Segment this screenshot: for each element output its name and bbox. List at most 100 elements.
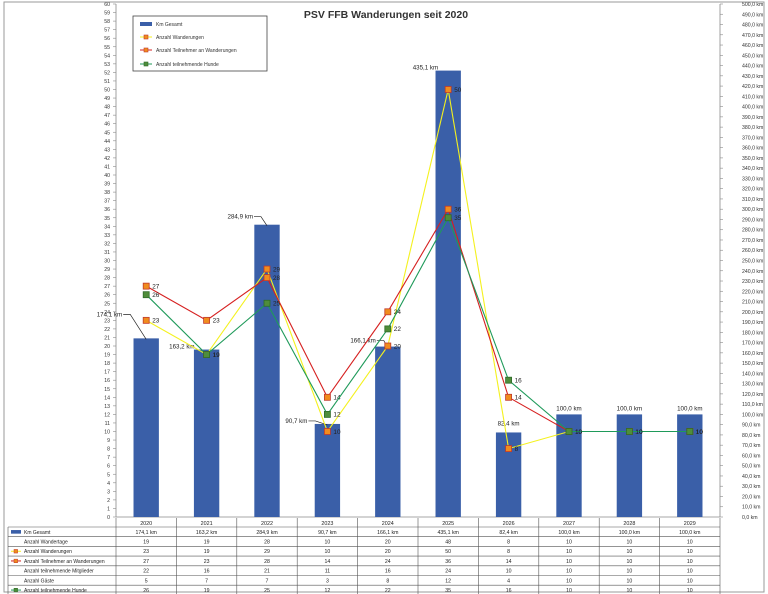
table-cell: 22 — [143, 569, 149, 575]
left-axis-tick-label: 9 — [107, 438, 110, 444]
right-axis-tick-label: 110,0 km — [742, 402, 763, 408]
left-axis-tick-label: 36 — [104, 207, 110, 213]
series-point-label: 14 — [333, 395, 341, 402]
series-point-label: 27 — [152, 283, 160, 290]
left-axis-tick-label: 20 — [104, 344, 110, 350]
table-cell: 27 — [143, 559, 149, 565]
table-cell: 3 — [326, 578, 329, 584]
left-axis-tick-label: 38 — [104, 190, 110, 196]
left-axis-tick-label: 44 — [104, 139, 110, 145]
bar-label-leader — [308, 420, 328, 426]
right-axis-tick-label: 300,0 km — [742, 207, 763, 213]
data-table: 2020 2021 2022 2023 2024 2025 2026 2027 2028 2029… — [7, 518, 721, 594]
left-axis-tick-label: 54 — [104, 53, 110, 59]
left-axis-tick-label: 50 — [104, 88, 110, 94]
right-axis-tick-label: 20,0 km — [742, 494, 760, 500]
right-axis-tick-label: 160,0 km — [742, 351, 763, 357]
legend-label-1: Anzahl Wanderungen — [156, 35, 204, 41]
table-cell: 100,0 km — [619, 530, 640, 536]
right-axis-tick-label: 290,0 km — [742, 217, 763, 223]
right-axis-tick-label: 120,0 km — [742, 392, 763, 398]
legend-label-2: Anzahl Teilnehmer an Wanderungen — [156, 48, 237, 54]
table-cell: 12 — [445, 578, 451, 584]
left-axis-tick-label: 33 — [104, 233, 110, 239]
series-point-label: 23 — [152, 318, 160, 325]
bar-2025 — [435, 70, 461, 517]
table-cell: 100,0 km — [558, 530, 579, 536]
table-row: Km Gesamt 174,1 km 163,2 km 284,9 km 90,7 km… — [11, 530, 700, 536]
table-cell: 36 — [445, 559, 451, 565]
right-axis-tick-label: 350,0 km — [742, 156, 763, 162]
table-cell: 23 — [143, 549, 149, 555]
right-axis: 0,0 km 10,0 km 20,0 km 30,0 km 40,0 km 50,0 k… — [720, 2, 763, 521]
table-cell: 10 — [627, 569, 633, 575]
left-axis-tick-label: 14 — [104, 395, 110, 401]
table-cell: 4 — [507, 578, 510, 584]
left-axis-tick-label: 39 — [104, 182, 110, 188]
series-line — [145, 216, 690, 433]
right-axis-tick-label: 470,0 km — [742, 33, 763, 39]
series-point-label: 20 — [394, 343, 402, 350]
table-cell: 8 — [507, 549, 510, 555]
right-axis-tick-label: 310,0 km — [742, 197, 763, 203]
table-header-2022: 2022 — [261, 521, 273, 527]
table-cell: 28 — [264, 559, 270, 565]
chart-frame — [3, 1, 765, 593]
table-header-2020: 2020 — [140, 521, 152, 527]
series-point — [505, 376, 513, 384]
left-axis-tick-label: 19 — [104, 353, 110, 359]
left-axis-tick-label: 2 — [107, 498, 110, 504]
series-point — [444, 205, 452, 213]
table-cell: 5 — [145, 578, 148, 584]
table-cell: 10 — [687, 559, 693, 565]
left-axis-tick-label: 3 — [107, 489, 110, 495]
left-axis-tick-label: 26 — [104, 293, 110, 299]
table-cell: 8 — [507, 539, 510, 545]
right-axis-tick-label: 260,0 km — [742, 248, 763, 254]
bar-label-2020: 174,1 km — [97, 311, 122, 318]
right-axis-tick-label: 130,0 km — [742, 382, 763, 388]
table-cell: 26 — [143, 588, 149, 594]
right-axis-tick-label: 400,0 km — [742, 105, 763, 111]
left-axis-tick-label: 49 — [104, 96, 110, 102]
right-axis-tick-label: 360,0 km — [742, 146, 763, 152]
left-axis-tick-label: 7 — [107, 455, 110, 461]
right-axis-tick-label: 480,0 km — [742, 23, 763, 29]
left-axis-tick-label: 55 — [104, 45, 110, 51]
left-axis-tick-label: 31 — [104, 250, 110, 256]
series-point-label: 10 — [696, 429, 704, 436]
left-axis-tick-label: 32 — [104, 241, 110, 247]
bar-2021 — [193, 349, 220, 517]
series-point-label: 25 — [273, 301, 281, 308]
table-header-2027: 2027 — [563, 521, 575, 527]
left-axis-tick-label: 52 — [104, 70, 110, 76]
series-point-label: 10 — [575, 429, 583, 436]
table-cell: 8 — [386, 578, 389, 584]
legend-marker — [143, 47, 149, 53]
right-axis-tick-label: 340,0 km — [742, 166, 763, 172]
right-axis-tick-label: 250,0 km — [742, 259, 763, 265]
left-axis-tick-label: 8 — [107, 447, 110, 453]
series-line — [145, 89, 690, 450]
table-cell: 10 — [627, 549, 633, 555]
bar-label-2024: 166,1 km — [350, 338, 375, 345]
bars — [133, 70, 703, 517]
left-axis-tick-label: 40 — [104, 173, 110, 179]
right-axis-tick-label: 500,0 km — [742, 2, 763, 8]
table-cell: 28 — [264, 539, 270, 545]
table-cell: 10 — [325, 539, 331, 545]
right-axis-tick-label: 490,0 km — [742, 12, 763, 18]
series-point-label: 10 — [696, 429, 704, 436]
table-cell: 14 — [325, 559, 331, 565]
right-axis-tick-label: 0,0 km — [742, 515, 758, 521]
series-point-label: 8 — [515, 446, 519, 453]
table-cell: 163,2 km — [196, 530, 217, 536]
table-row-label: Km Gesamt — [24, 530, 51, 536]
table-cell: 10 — [687, 549, 693, 555]
right-axis-tick-label: 430,0 km — [742, 74, 763, 80]
left-axis-tick-label: 0 — [107, 515, 110, 521]
bar-label-2027: 100,0 km — [556, 405, 581, 412]
table-cell: 7 — [205, 578, 208, 584]
right-axis-tick-label: 210,0 km — [742, 300, 763, 306]
